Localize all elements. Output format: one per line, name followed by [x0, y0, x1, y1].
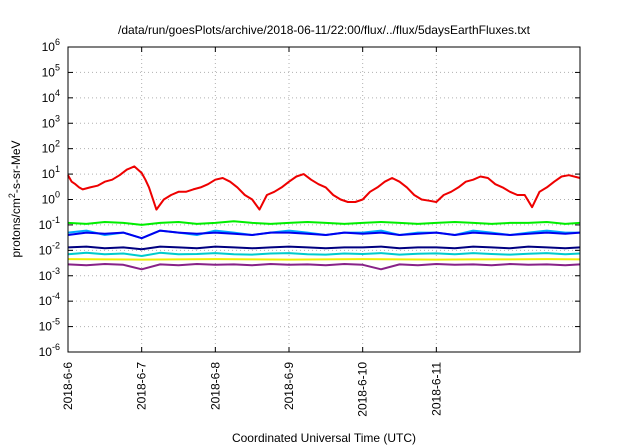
- y-tick-base: 10: [39, 345, 53, 359]
- x-tick-label: 2018-6-10: [356, 362, 370, 417]
- y-tick-base: 10: [42, 167, 56, 181]
- y-tick-exponent: 3: [55, 113, 60, 123]
- y-tick-exponent: 6: [55, 37, 60, 47]
- series-line-5: [67, 258, 581, 261]
- y-tick-exponent: -4: [52, 291, 60, 301]
- y-tick-label: 10-6: [39, 342, 60, 359]
- y-tick-base: 10: [39, 320, 53, 334]
- series-layer: [67, 165, 581, 271]
- y-tick-base: 10: [42, 40, 56, 54]
- y-tick-base: 10: [42, 65, 56, 79]
- x-axis: 2018-6-6 2018-6-7 2018-6-8 2018-6-9 2018-6-1…: [61, 47, 443, 417]
- chart-title: /data/run/goesPlots/archive/2018-06-11/2…: [118, 23, 531, 37]
- y-tick-label: 101: [42, 164, 60, 181]
- y-tick-label: 106: [42, 37, 60, 54]
- y-tick-base: 10: [39, 243, 53, 257]
- y-axis-title-rest: -s-sr-MeV: [9, 140, 23, 193]
- y-tick-base: 10: [39, 269, 53, 283]
- y-tick-exponent: 2: [55, 139, 60, 149]
- y-tick-exponent: 1: [55, 164, 60, 174]
- y-tick-exponent: -6: [52, 342, 60, 352]
- x-tick-label: 2018-6-9: [282, 362, 296, 410]
- y-tick-exponent: -2: [52, 240, 60, 250]
- y-tick-base: 10: [42, 193, 56, 207]
- y-tick-exponent: -1: [52, 215, 60, 225]
- y-tick-label: 10-1: [39, 215, 60, 232]
- y-tick-label: 105: [42, 62, 60, 79]
- y-tick-label: 10-4: [39, 291, 60, 308]
- series-line-7: [67, 165, 581, 211]
- series-line-6: [67, 263, 581, 271]
- series-line-2: [67, 229, 581, 240]
- y-tick-exponent: -3: [52, 266, 60, 276]
- series-line-4: [67, 251, 581, 257]
- series-line-3: [67, 245, 581, 251]
- y-axis: 10-610-510-410-310-210-11001011021031041…: [39, 37, 580, 359]
- y-axis-title: protons/cm2-s-sr-MeV: [7, 140, 23, 257]
- y-tick-exponent: -5: [52, 317, 60, 327]
- x-tick-label: 2018-6-6: [61, 362, 75, 410]
- x-tick-label: 2018-6-8: [208, 362, 222, 410]
- y-tick-base: 10: [42, 91, 56, 105]
- y-tick-base: 10: [42, 142, 56, 156]
- series-line-0: [67, 220, 581, 226]
- x-axis-title: Coordinated Universal Time (UTC): [232, 431, 416, 445]
- x-tick-label: 2018-6-11: [429, 362, 443, 416]
- y-tick-label: 104: [42, 88, 60, 105]
- y-tick-label: 10-3: [39, 266, 60, 283]
- y-tick-exponent: 5: [55, 62, 60, 72]
- y-tick-exponent: 4: [55, 88, 60, 98]
- grid-lines: [68, 47, 580, 352]
- y-tick-base: 10: [42, 116, 56, 130]
- y-tick-label: 103: [42, 113, 60, 130]
- y-tick-base: 10: [39, 218, 53, 232]
- y-tick-label: 102: [42, 139, 60, 156]
- x-tick-label: 2018-6-7: [135, 362, 149, 410]
- y-axis-title-base: protons/cm: [9, 198, 23, 257]
- y-tick-exponent: 0: [55, 190, 60, 200]
- y-tick-label: 100: [42, 190, 60, 207]
- y-tick-label: 10-5: [39, 317, 60, 334]
- y-tick-label: 10-2: [39, 240, 60, 257]
- y-axis-title-sup: 2: [7, 193, 17, 198]
- y-tick-base: 10: [39, 294, 53, 308]
